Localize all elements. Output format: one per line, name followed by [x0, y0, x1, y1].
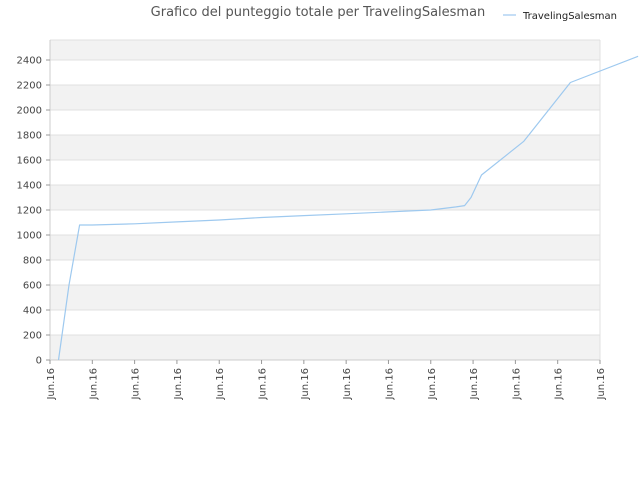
band — [50, 260, 600, 285]
x-tick-label: Jun.16 — [511, 368, 522, 401]
y-tick-label: 2000 — [17, 106, 42, 117]
series-line — [57, 55, 639, 361]
legend: TravelingSalesman — [503, 11, 617, 22]
x-tick-label: Jun.16 — [258, 368, 269, 401]
y-tick-label: 1800 — [17, 131, 42, 142]
y-tick-label: 1200 — [17, 206, 42, 217]
x-tick-label: Jun.16 — [46, 368, 57, 401]
band — [50, 335, 600, 360]
x-tick-label: Jun.16 — [384, 368, 395, 401]
x-tick-label: Jun.16 — [173, 368, 184, 401]
band — [50, 40, 600, 60]
gridlines — [49, 39, 601, 361]
band — [50, 60, 600, 85]
y-tick-label: 800 — [23, 256, 42, 267]
band — [50, 210, 600, 235]
chart-bands — [50, 40, 600, 360]
band — [50, 185, 600, 210]
band — [50, 135, 600, 160]
y-tick-label: 1600 — [17, 156, 42, 167]
y-tick-label: 0 — [36, 356, 42, 367]
y-tick-label: 1400 — [17, 181, 42, 192]
chart-title: Grafico del punteggio totale per Traveli… — [151, 5, 486, 20]
x-tick-label: Jun.16 — [469, 368, 480, 401]
band — [50, 310, 600, 335]
x-tick-label: Jun.16 — [88, 368, 99, 401]
y-axis: 0 200 400 600 800 1000 1200 1400 1600 1800 2000 220… — [17, 56, 50, 367]
band — [50, 235, 600, 260]
x-tick-label: Jun.16 — [427, 368, 438, 401]
band — [50, 160, 600, 185]
y-tick-label: 200 — [23, 331, 42, 342]
x-tick-label: Jun.16 — [596, 368, 607, 401]
x-tick-label: Jun.16 — [215, 368, 226, 401]
band — [50, 285, 600, 310]
x-tick-label: Jun.16 — [342, 368, 353, 401]
x-axis: Jun.16 Jun.16 Jun.16 Jun.16 Jun.16 Jun.16 Jun.… — [46, 360, 607, 401]
band — [50, 110, 600, 135]
plot-area — [57, 55, 639, 361]
legend-label: TravelingSalesman — [522, 11, 617, 22]
y-tick-label: 2200 — [17, 81, 42, 92]
x-tick-label: Jun.16 — [131, 368, 142, 401]
y-tick-label: 400 — [23, 306, 42, 317]
x-tick-label: Jun.16 — [554, 368, 565, 401]
band — [50, 85, 600, 110]
y-tick-label: 1000 — [17, 231, 42, 242]
y-tick-label: 600 — [23, 281, 42, 292]
y-tick-label: 2400 — [17, 56, 42, 67]
x-tick-label: Jun.16 — [300, 368, 311, 401]
